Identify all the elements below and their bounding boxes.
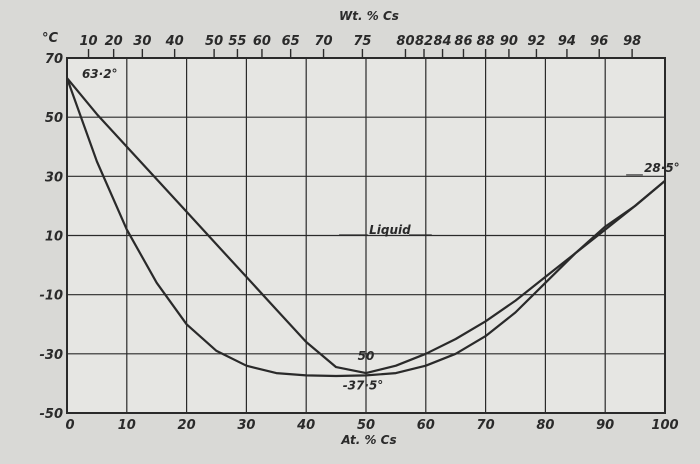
y-tick-label: 10 [45, 230, 63, 245]
x-tick-label: 20 [178, 418, 196, 433]
x-tick-label: 100 [651, 418, 678, 433]
top-tick-label: 60 [253, 34, 271, 49]
x-tick-label: 10 [118, 418, 136, 433]
annotation: 50 [358, 349, 375, 363]
series-line [65, 77, 666, 378]
y-tick-label: 50 [45, 111, 63, 126]
top-tick-label: 94 [558, 34, 576, 49]
top-tick-label: 50 [205, 34, 223, 49]
x-tick-label: 0 [65, 418, 74, 433]
top-tick-label: 80 [396, 34, 414, 49]
bottom-axis-title: At. % Cs [340, 433, 396, 447]
x-tick-label: 90 [596, 418, 614, 433]
y-tick-label: 70 [45, 52, 63, 67]
x-tick-label: 60 [417, 418, 435, 433]
annotation: 63·2° [82, 67, 118, 81]
top-tick-label: 75 [353, 34, 371, 49]
x-tick-label: 40 [296, 418, 315, 433]
y-tick-label: 30 [45, 170, 63, 185]
top-axis-title: Wt. % Cs [339, 9, 399, 23]
top-tick-label: 84 [433, 34, 451, 49]
annotation: -37·5° [343, 378, 384, 392]
x-tick-label: 50 [357, 418, 375, 433]
series-line [66, 77, 666, 375]
y-tick-label: -50 [40, 407, 64, 422]
y-tick-label: -10 [40, 289, 64, 304]
top-tick-label: 92 [527, 34, 545, 49]
top-tick-label: 10 [79, 34, 97, 49]
top-tick-label: 82 [415, 34, 433, 49]
top-tick-label: 96 [590, 34, 608, 49]
top-tick-label: 20 [105, 34, 123, 49]
top-tick-label: 90 [500, 34, 518, 49]
x-tick-label: 30 [237, 418, 255, 433]
x-tick-label: 80 [536, 418, 554, 433]
top-tick-label: 86 [454, 34, 472, 49]
top-tick-label: 55 [228, 34, 246, 49]
y-tick-label: -30 [40, 348, 64, 363]
annotation: Liquid [369, 223, 411, 237]
labels: 0 10 20 30 40 50 60 70 80 90 100 70 50 30 10 -10 -30 -50 1… [40, 9, 680, 447]
top-tick-label: 40 [165, 34, 184, 49]
top-tick-label: 70 [314, 34, 332, 49]
curves [65, 77, 666, 378]
top-tick-label: 30 [133, 34, 151, 49]
x-tick-label: 70 [477, 418, 495, 433]
top-tick-label: 98 [623, 34, 641, 49]
y-axis-unit: °C [42, 31, 59, 46]
top-tick-label: 65 [282, 34, 300, 49]
top-tick-label: 88 [477, 34, 495, 49]
annotation: 28·5° [644, 161, 680, 175]
